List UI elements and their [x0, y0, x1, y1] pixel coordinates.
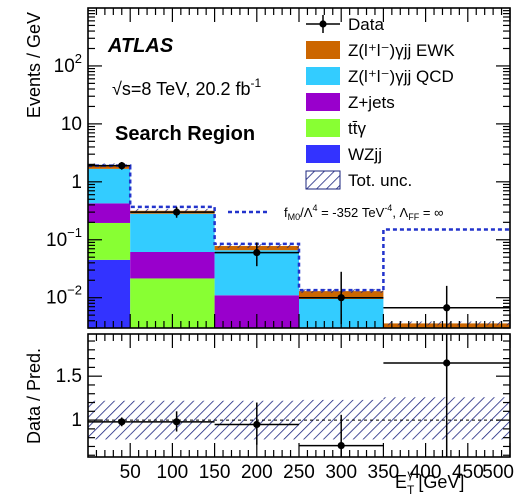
x-tick-label-1: 100 [157, 462, 189, 483]
x-tick-label-4: 250 [283, 462, 315, 483]
top-y-tick-label-4: 102 [54, 51, 82, 77]
top-y-tick-exp-0: −2 [67, 283, 82, 298]
legend-entry-3: tt̄γ [306, 119, 366, 138]
ratio-point-2 [253, 420, 261, 429]
ratio-point-4 [443, 359, 451, 367]
signal-label-sub-ff: FF [408, 212, 419, 222]
data-point-0 [118, 162, 126, 170]
ratio-y-tick-label-0: 1 [71, 410, 82, 431]
legend-entry-0: Z(l⁺l⁻)γjj EWK [306, 41, 455, 60]
region-label: Search Region [115, 123, 255, 145]
legend-swatch-uncertainty [305, 170, 341, 190]
top-y-tick-base-4: 10 [54, 56, 75, 77]
top-y-tick-label-1: 10−1 [46, 225, 82, 251]
signal-label-infinity: = ∞ [419, 205, 443, 220]
x-tick-label-0: 50 [120, 462, 141, 483]
x-axis-title-sub: T [407, 483, 415, 497]
lumi-exponent: -1 [251, 76, 262, 90]
legend: Data Z(l⁺l⁻)γjj EWK Z(l⁺l⁻)γjj QCD Z+jets tt… [305, 15, 455, 190]
legend-swatch-1 [306, 67, 340, 85]
legend-data-marker [319, 20, 327, 28]
x-axis-title: ETγ [GeV] [395, 467, 464, 497]
legend-label-data: Data [348, 15, 384, 34]
energy-lumi-label: √s=8 TeV, 20.2 fb-1 [112, 76, 261, 99]
legend-label-uncertainty: Tot. unc. [348, 171, 412, 190]
ratio-y-axis-title: Data / Pred. [24, 348, 44, 444]
bar-1-bin-0 [88, 222, 131, 260]
data-point-2 [253, 249, 261, 257]
x-axis-title-sup: γ [407, 467, 413, 481]
signal-legend-entry: fM0/Λ4 = -352 TeV-4, ΛFF = ∞ [228, 203, 443, 222]
legend-swatch-0 [306, 41, 340, 59]
top-y-tick-exp-4: 2 [75, 51, 82, 66]
legend-swatch-3 [306, 119, 340, 137]
top-y-tick-label-3: 10 [61, 114, 82, 135]
legend-entry-2: Z+jets [306, 93, 395, 112]
top-y-tick-exp-1: −1 [67, 225, 82, 240]
energy-label: √s=8 TeV, 20.2 fb [112, 79, 251, 99]
x-axis-title-unit: [GeV] [413, 472, 464, 492]
signal-label-lambda-ff: , Λ [392, 205, 408, 220]
top-y-axis-title: Events / GeV [24, 12, 44, 118]
bar-3-bin-1 [130, 213, 215, 252]
data-point-4 [443, 304, 451, 312]
top-y-tick-base-1: 10 [46, 230, 67, 251]
legend-label-0: Z(l⁺l⁻)γjj EWK [348, 41, 455, 60]
x-tick-label-8: 450 [452, 462, 484, 483]
ratio-y-tick-label-1: 1.5 [56, 366, 82, 387]
bar-0-bin-0 [88, 259, 131, 328]
ratio-point-0 [118, 418, 126, 426]
x-tick-label-9: 500 [482, 462, 514, 483]
bar-2-bin-0 [88, 203, 131, 223]
x-axis-title-main: E [395, 472, 407, 492]
top-y-tick-base-0: 10 [46, 288, 67, 309]
legend-entry-uncertainty: Tot. unc. [305, 170, 412, 190]
legend-entry-1: Z(l⁺l⁻)γjj QCD [306, 67, 454, 86]
top-y-tick-label-2: 1 [71, 172, 82, 193]
bar-3-bin-0 [88, 168, 131, 204]
x-tick-label-5: 300 [325, 462, 357, 483]
x-tick-label-3: 200 [241, 462, 273, 483]
bar-2-bin-1 [130, 251, 215, 279]
signal-label-f: f [284, 205, 288, 220]
signal-label-sub-m0: M0 [288, 212, 301, 222]
legend-label-3: tt̄γ [348, 119, 366, 138]
signal-legend-label: fM0/Λ4 = -352 TeV-4, ΛFF = ∞ [284, 203, 443, 222]
data-point-1 [173, 208, 181, 216]
legend-label-1: Z(l⁺l⁻)γjj QCD [348, 67, 454, 86]
legend-label-2: Z+jets [348, 93, 395, 112]
legend-swatch-2 [306, 93, 340, 111]
atlas-label: ATLAS [107, 35, 174, 57]
signal-label-sup-4: 4 [312, 203, 317, 213]
unc-bin-1 [130, 208, 215, 213]
legend-label-4: WZjj [348, 145, 382, 164]
signal-label-lambda: /Λ [300, 205, 313, 220]
data-point-3 [337, 294, 345, 302]
x-tick-label-6: 350 [368, 462, 400, 483]
legend-entry-data: Data [306, 15, 384, 34]
x-tick-label-2: 150 [199, 462, 231, 483]
legend-entry-4: WZjj [306, 145, 382, 164]
x-tick-label-7: 400 [410, 462, 442, 483]
signal-label-sup-unit: -4 [384, 203, 392, 213]
signal-label-value: = -352 TeV [317, 205, 384, 220]
ratio-point-1 [173, 418, 181, 426]
legend-swatch-4 [306, 145, 340, 163]
top-y-tick-label-0: 10−2 [46, 283, 82, 309]
ratio-y-axis: 11.5 [56, 340, 510, 456]
